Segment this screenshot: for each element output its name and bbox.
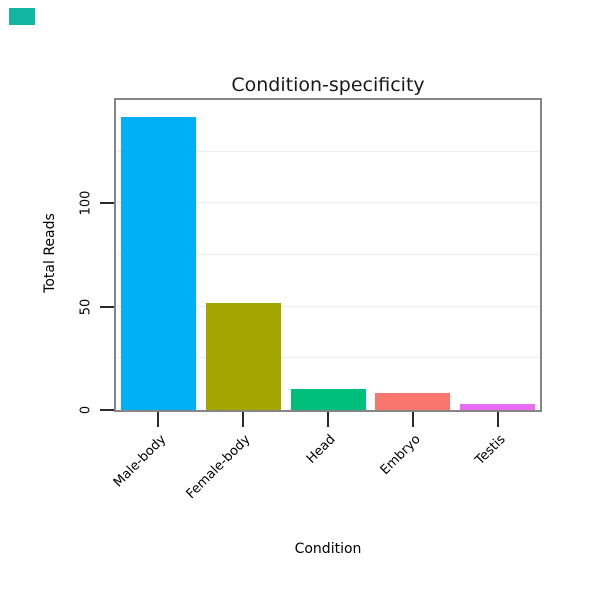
gridline: [116, 357, 540, 359]
gridline: [116, 202, 540, 204]
y-tick-label: 100: [78, 190, 94, 216]
chart-title: Condition-specificity: [231, 74, 425, 96]
gridline: [116, 305, 540, 307]
x-axis-tick: [411, 412, 414, 427]
bar-female-body: [206, 303, 281, 410]
y-axis-title: Total Reads: [42, 213, 58, 293]
corner-badge: [9, 8, 35, 25]
x-axis-tick: [327, 412, 329, 427]
y-axis-tick: [100, 409, 114, 411]
bar-head: [291, 389, 366, 410]
y-axis-tick: [100, 202, 114, 205]
y-tick-label: 0: [78, 405, 94, 415]
bar-embryo: [375, 393, 450, 410]
plot-panel: [114, 98, 542, 412]
gridline: [116, 150, 540, 152]
x-tick-label: Head: [303, 432, 339, 467]
gridline: [116, 254, 540, 255]
x-tick-label: Embryo: [377, 432, 424, 479]
x-axis-tick: [496, 412, 499, 427]
x-tick-label: Female-body: [183, 432, 254, 502]
y-tick-label: 50: [78, 298, 94, 315]
x-axis-tick: [242, 412, 245, 427]
bar-testis: [460, 404, 535, 410]
x-axis-title: Condition: [294, 541, 362, 557]
x-axis-tick: [157, 412, 160, 427]
x-tick-label: Male-body: [110, 432, 169, 491]
bar-male-body: [121, 117, 196, 410]
y-axis-tick: [100, 305, 114, 308]
x-tick-label: Testis: [472, 432, 509, 469]
